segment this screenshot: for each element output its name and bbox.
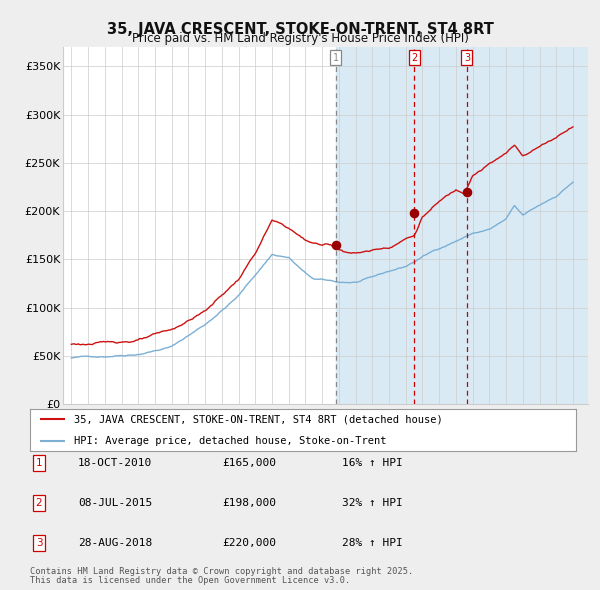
Text: £165,000: £165,000 bbox=[222, 458, 276, 468]
Text: 18-OCT-2010: 18-OCT-2010 bbox=[78, 458, 152, 468]
Text: 3: 3 bbox=[464, 53, 470, 63]
Text: £220,000: £220,000 bbox=[222, 538, 276, 548]
Text: 35, JAVA CRESCENT, STOKE-ON-TRENT, ST4 8RT (detached house): 35, JAVA CRESCENT, STOKE-ON-TRENT, ST4 8… bbox=[74, 415, 442, 424]
Text: 28-AUG-2018: 28-AUG-2018 bbox=[78, 538, 152, 548]
Point bbox=[331, 240, 340, 250]
Text: Contains HM Land Registry data © Crown copyright and database right 2025.: Contains HM Land Registry data © Crown c… bbox=[30, 568, 413, 576]
Text: Price paid vs. HM Land Registry's House Price Index (HPI): Price paid vs. HM Land Registry's House … bbox=[131, 32, 469, 45]
Text: £198,000: £198,000 bbox=[222, 498, 276, 507]
Text: HPI: Average price, detached house, Stoke-on-Trent: HPI: Average price, detached house, Stok… bbox=[74, 436, 386, 445]
Point bbox=[462, 187, 472, 196]
Text: 28% ↑ HPI: 28% ↑ HPI bbox=[342, 538, 403, 548]
Text: 3: 3 bbox=[35, 538, 43, 548]
Text: 1: 1 bbox=[332, 53, 338, 63]
Text: This data is licensed under the Open Government Licence v3.0.: This data is licensed under the Open Gov… bbox=[30, 576, 350, 585]
Text: 32% ↑ HPI: 32% ↑ HPI bbox=[342, 498, 403, 507]
Text: 2: 2 bbox=[35, 498, 43, 507]
Bar bbox=[335, 47, 600, 404]
Text: 1: 1 bbox=[35, 458, 43, 468]
Text: 16% ↑ HPI: 16% ↑ HPI bbox=[342, 458, 403, 468]
Point bbox=[410, 208, 419, 218]
Text: 35, JAVA CRESCENT, STOKE-ON-TRENT, ST4 8RT: 35, JAVA CRESCENT, STOKE-ON-TRENT, ST4 8… bbox=[107, 22, 493, 37]
Text: 08-JUL-2015: 08-JUL-2015 bbox=[78, 498, 152, 507]
Text: 2: 2 bbox=[412, 53, 418, 63]
